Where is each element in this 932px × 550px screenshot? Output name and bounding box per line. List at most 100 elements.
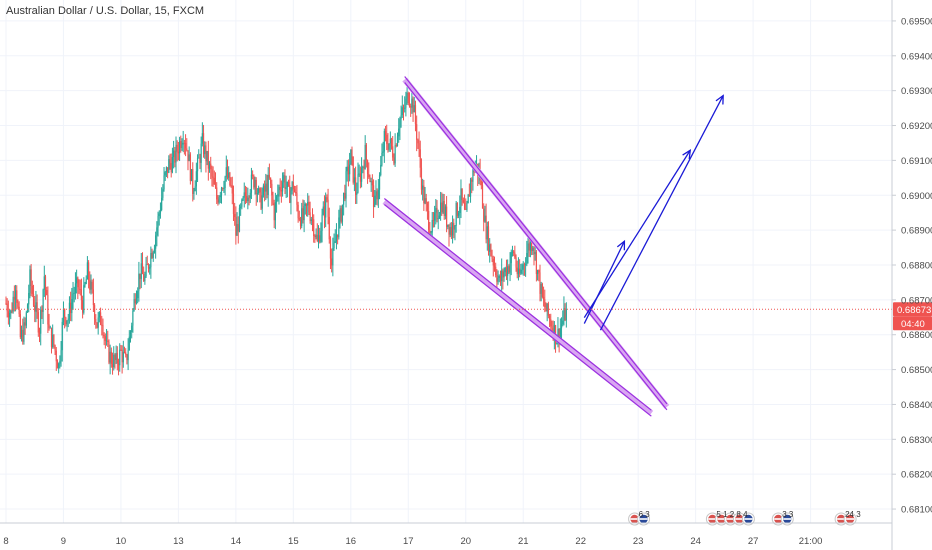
candle-body <box>141 263 144 274</box>
candle-body <box>475 163 478 165</box>
candle-body <box>131 325 133 333</box>
candle-body <box>264 185 266 192</box>
candle-body <box>252 174 254 176</box>
candle-body <box>445 206 448 227</box>
candle-body <box>430 232 432 234</box>
candle-body <box>346 166 348 172</box>
candle-body <box>224 176 226 189</box>
candle-body <box>471 179 473 182</box>
candle-body <box>88 262 90 281</box>
candle-body <box>382 151 384 153</box>
candle-body <box>199 157 201 163</box>
flag-stripe <box>774 518 783 520</box>
candle-body <box>38 332 41 334</box>
channel-lower-edge-bottom <box>383 204 652 417</box>
candle-body <box>61 321 63 351</box>
candle-body <box>147 264 150 269</box>
candle-body <box>395 145 397 146</box>
candle-body <box>113 354 115 368</box>
candle-body <box>551 326 553 329</box>
event-badge[interactable]: 5 1 2 8 4 <box>705 510 755 526</box>
candle-body <box>50 327 53 347</box>
time-tick-label: 15 <box>288 536 299 547</box>
candle-body <box>19 314 21 338</box>
candle-body <box>259 188 261 193</box>
candle-body <box>351 149 353 157</box>
candle-body <box>194 186 196 192</box>
candle-body <box>80 289 83 301</box>
candle-body <box>204 145 206 155</box>
candle-body <box>428 211 430 230</box>
candle-body <box>46 290 48 296</box>
candle-body <box>178 141 181 154</box>
event-badge[interactable]: 3 3 <box>771 510 794 526</box>
candle-body <box>223 188 225 189</box>
candle-body <box>359 173 361 182</box>
price-tick-label: 0.68400 <box>901 400 932 411</box>
event-badge[interactable]: 6 3 <box>628 510 651 526</box>
candle-body <box>467 194 469 204</box>
candle-body <box>212 176 214 178</box>
event-badge-count: 5 1 2 8 4 <box>716 510 748 519</box>
candle-body <box>559 328 561 341</box>
candle-body <box>399 119 401 129</box>
channel-upper-edge-top <box>404 76 668 405</box>
candle-body <box>304 203 306 206</box>
candle-body <box>67 318 69 321</box>
candle-body <box>472 168 474 182</box>
candle-body <box>338 217 340 238</box>
candle-body <box>127 350 129 361</box>
candle-body <box>317 235 320 242</box>
candle-body <box>315 234 317 238</box>
event-badge[interactable]: 24 3 <box>834 510 861 526</box>
candle-body <box>232 193 235 214</box>
candle-body <box>438 215 441 219</box>
candle-body <box>531 241 533 251</box>
candle-body <box>145 264 147 277</box>
time-tick-label: 16 <box>346 536 357 547</box>
candle-body <box>237 224 239 232</box>
candle-body <box>392 146 394 158</box>
candle-body <box>334 241 336 243</box>
candle-body <box>447 224 449 227</box>
candle-body <box>347 166 350 175</box>
candle-body <box>295 192 297 194</box>
candle-body <box>180 141 182 149</box>
candle-body <box>153 248 156 253</box>
candle-body <box>310 219 312 222</box>
candle-body <box>71 299 73 314</box>
candle-body <box>484 215 486 222</box>
candle-body <box>388 143 390 150</box>
candle-body <box>481 185 484 209</box>
candle-body <box>349 164 351 175</box>
candle-body <box>465 208 467 210</box>
candle-body <box>35 302 37 312</box>
flag-stripe <box>837 518 846 520</box>
price-axis[interactable]: 0.69500 0.69400 0.69300 0.69200 0.69100 0.690… <box>892 16 932 516</box>
time-tick-label: 23 <box>633 536 644 547</box>
candle-body <box>539 272 541 294</box>
candle-body <box>525 264 527 266</box>
candle-body <box>231 185 233 194</box>
candle-body <box>213 177 215 185</box>
candle-body <box>360 168 363 182</box>
candle-body <box>353 177 356 183</box>
candle-body <box>174 150 176 163</box>
candle-body <box>441 202 443 213</box>
candle-body <box>184 142 187 149</box>
candle-body <box>228 172 230 178</box>
candle-body <box>450 227 452 236</box>
candle-body <box>553 325 555 339</box>
candle-body <box>86 262 89 280</box>
candle-body <box>453 222 455 230</box>
candle-body <box>225 167 227 177</box>
candle-body <box>311 219 314 221</box>
candle-body <box>375 191 377 196</box>
time-axis[interactable]: 8 9 10 13 14 15 16 17 20 21 22 23 24 27 21:00 <box>3 536 822 547</box>
candle-body <box>536 270 539 275</box>
candle-body <box>398 128 400 137</box>
candle-body <box>58 363 60 369</box>
candle-body <box>454 225 456 230</box>
candles <box>5 87 567 376</box>
